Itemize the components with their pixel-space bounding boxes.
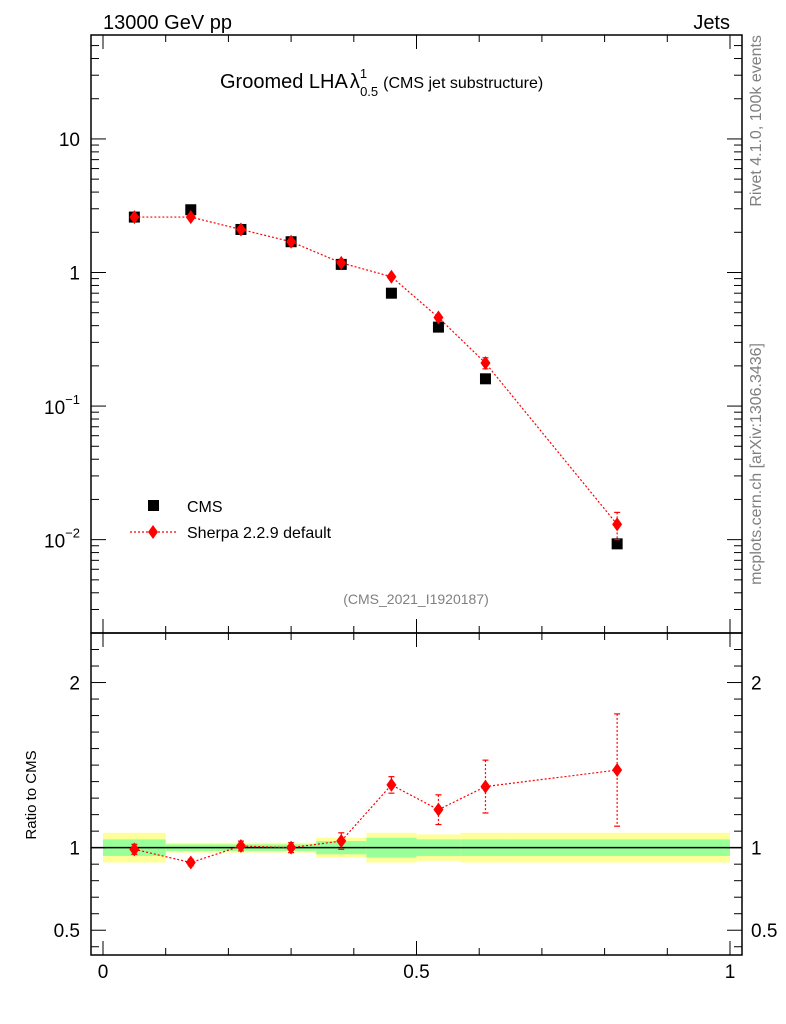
sherpa-point-5	[386, 269, 397, 284]
ratio-point-7	[480, 779, 491, 794]
sherpa-line	[134, 216, 618, 525]
cms-point-8	[611, 538, 623, 550]
sherpa-point-0	[129, 210, 140, 225]
sherpa-point-8	[612, 517, 623, 532]
legend-marker-cms	[148, 500, 159, 511]
ratio-y-tick-label-left-1: 1	[69, 839, 80, 860]
chart-title: Groomed LHA λ1 0.5 (CMS jet substructure)	[220, 66, 543, 99]
ratio-y-tick-label-left-0: 2	[69, 674, 80, 695]
ratio-point-5	[386, 777, 397, 792]
ratio-y-label: Ratio to CMS	[23, 750, 40, 839]
energy-label: 13000 GeV pp	[103, 12, 232, 34]
ratio-point-3	[286, 840, 297, 855]
x-tick-label-1: 0.5	[403, 962, 429, 983]
main-y-tick-label-0: 10	[59, 130, 80, 151]
ratio-plot	[91, 713, 742, 870]
cms-point-1	[185, 204, 197, 216]
rivet-label: Rivet 4.1.0, 100k events	[748, 35, 765, 207]
legend-label-cms: CMS	[187, 499, 223, 516]
process-label: Jets	[693, 12, 730, 34]
title-sup: 1	[360, 66, 367, 81]
mcplots-label: mcplots.cern.ch [arXiv:1306.3436]	[748, 343, 765, 585]
ratio-y-tick-label-left-2: 0.5	[54, 921, 80, 942]
main-plot	[128, 204, 623, 550]
ratio-frame	[90, 632, 743, 956]
main-y-tick-label-2: 10−1	[44, 392, 80, 419]
main-y-tick-label-1: 1	[69, 264, 80, 285]
sherpa-point-1	[185, 210, 196, 225]
x-tick-label-2: 1	[725, 962, 736, 983]
legend: CMS Sherpa 2.2.9 default	[130, 499, 332, 542]
cms-point-6	[432, 321, 444, 333]
legend-marker-sherpa	[148, 525, 158, 539]
sherpa-point-6	[433, 310, 444, 325]
ratio-y-tick-label-right-0: 2	[751, 674, 762, 695]
cms-point-7	[479, 373, 491, 385]
ratio-point-0	[129, 842, 140, 857]
axes: 0 0.5 1 10 1 10−1 10−2 2 2 1 1 0.5 0.5	[44, 34, 777, 983]
title-note: (CMS jet substructure)	[383, 75, 543, 92]
analysis-id: (CMS_2021_I1920187)	[343, 591, 489, 607]
legend-label-sherpa: Sherpa 2.2.9 default	[187, 525, 332, 542]
sherpa-point-4	[336, 255, 347, 270]
ratio-point-8	[612, 763, 623, 778]
x-tick-label-0: 0	[98, 962, 109, 983]
ratio-point-2	[235, 839, 246, 854]
sherpa-point-3	[286, 234, 297, 249]
title-lambda: λ	[350, 71, 360, 93]
cms-point-5	[385, 287, 397, 299]
main-frame	[90, 34, 743, 634]
sherpa-point-2	[235, 222, 246, 237]
main-y-tick-label-3: 10−2	[44, 526, 80, 553]
title-sub: 0.5	[360, 84, 378, 99]
ratio-y-tick-label-right-2: 0.5	[751, 921, 777, 942]
ratio-point-4	[336, 834, 347, 849]
ratio-point-6	[433, 802, 444, 817]
title-main: Groomed LHA	[220, 71, 348, 93]
ratio-y-tick-label-right-1: 1	[751, 839, 762, 860]
sherpa-point-7	[480, 356, 491, 371]
ratio-point-1	[185, 855, 196, 870]
